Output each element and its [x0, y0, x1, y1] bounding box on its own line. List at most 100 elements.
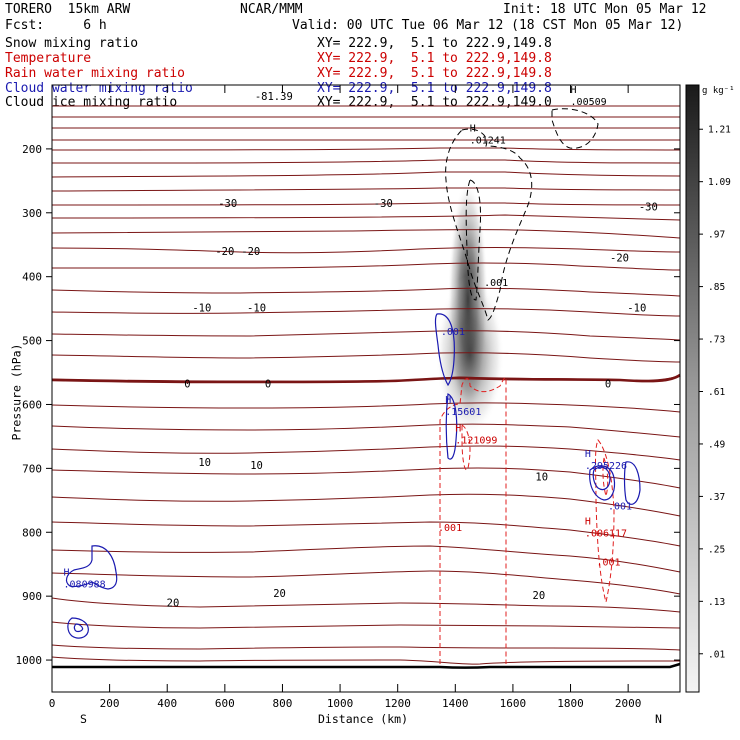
- isotherm-label: -30: [639, 201, 658, 213]
- isotherm-line: [51, 656, 681, 665]
- init-time: Init: 18 UTC Mon 05 Mar 12: [503, 2, 707, 17]
- field-xy-rain: XY= 222.9, 5.1 to 222.9,149.8: [317, 66, 552, 81]
- extrema-labels: H.01241H.00509.001.001H.15601H.295226.00…: [64, 85, 633, 590]
- colorbar-tick-label: 1.09: [708, 177, 731, 188]
- field-xy-snow: XY= 222.9, 5.1 to 222.9,149.8: [317, 36, 552, 51]
- plot-frame: [51, 84, 681, 693]
- x-tick-label: 1200: [384, 697, 411, 710]
- isotherm-label: 10: [198, 457, 211, 469]
- cloud-water-contour-g: [67, 617, 89, 639]
- isotherm-line: [51, 202, 681, 206]
- isotherm-label: 0: [605, 378, 611, 390]
- forecast-hour: Fcst: 6 h: [5, 18, 107, 33]
- cloud-water-contour-b: [445, 393, 458, 460]
- isotherm-label: -20: [610, 253, 629, 265]
- isotherm-line: [52, 262, 681, 271]
- model-title: TORERO 15km ARW: [5, 2, 131, 17]
- isotherm-label: 0: [265, 378, 271, 390]
- y-tick-label: 700: [22, 462, 42, 475]
- extremum-value: .00509: [571, 97, 607, 108]
- extremum-value: .001: [441, 327, 465, 338]
- y-tick-label: 400: [22, 271, 42, 284]
- isotherm-line: [51, 352, 681, 363]
- isotherm-line: [51, 147, 681, 151]
- temperature-contours: [51, 105, 681, 665]
- isotherm-line: [51, 187, 681, 192]
- cloud-water-contour-c: [589, 465, 616, 501]
- freezing-level-line: [51, 373, 681, 384]
- isotherm-label: 20: [273, 588, 286, 600]
- isotherm-line: [51, 621, 681, 629]
- extremum-value: .121099: [455, 436, 497, 447]
- isotherm-label: -30: [374, 198, 393, 210]
- colorbar-tick-label: .25: [708, 544, 725, 555]
- extremum-value: .080988: [64, 579, 106, 590]
- colorbar-tick-label: .97: [708, 230, 725, 241]
- isotherm-label: 0: [184, 378, 190, 390]
- cloud-water-contour-d: [592, 466, 611, 491]
- isotherm-label: 20: [167, 598, 180, 610]
- valid-time: Valid: 00 UTC Tue 06 Mar 12 (18 CST Mon …: [292, 18, 684, 33]
- x-tick-label: 1600: [500, 697, 527, 710]
- colorbar: [685, 84, 700, 693]
- extremum-marker: H: [571, 85, 577, 96]
- cloud-water-contour-e: [623, 461, 641, 505]
- isotherm-line: [51, 214, 681, 221]
- isotherm-line: [51, 467, 681, 489]
- colorbar-tick-label: 1.21: [708, 125, 731, 136]
- colorbar-units-label: g kg⁻¹: [702, 86, 735, 96]
- x-tick-label: 1400: [442, 697, 469, 710]
- cloud-ice-contour-inner: [465, 179, 481, 301]
- colorbar-tick-label: .49: [708, 439, 725, 450]
- x-tick-label: 600: [215, 697, 235, 710]
- extremum-value: .01241: [470, 135, 506, 146]
- x-tick-label: 400: [157, 697, 177, 710]
- isotherm-line: [51, 570, 681, 595]
- cloud-water-contour-f: [65, 545, 118, 590]
- y-tick-label: 900: [22, 590, 42, 603]
- extremum-value: .001: [438, 523, 462, 534]
- extremum-marker: H: [445, 395, 451, 406]
- center-name: NCAR/MMM: [240, 2, 303, 17]
- extremum-marker: H: [455, 424, 461, 435]
- isotherm-label: -81.39: [255, 91, 293, 103]
- x-tick-label: 1000: [327, 697, 354, 710]
- isotherm-line: [51, 330, 681, 341]
- isotherm-label: 20: [533, 590, 546, 602]
- field-name-rain: Rain water mixing ratio: [5, 66, 186, 81]
- colorbar-tick-label: .01: [708, 649, 725, 660]
- isotherm-line: [51, 247, 681, 254]
- isotherm-label: -10: [627, 302, 646, 314]
- colorbar-tick-label: .73: [708, 335, 725, 346]
- y-tick-label: 200: [22, 143, 42, 156]
- y-tick-label: 600: [22, 398, 42, 411]
- x-tick-label: 0: [49, 697, 56, 710]
- left-end-label: S: [80, 712, 87, 726]
- x-axis-label: Distance (km): [318, 712, 409, 726]
- x-tick-label: 2000: [615, 697, 642, 710]
- rain-contour-main: [439, 377, 507, 664]
- colorbar-tick-label: .13: [708, 597, 725, 608]
- rain-contour-small: [461, 424, 471, 471]
- extremum-value: .15601: [445, 407, 481, 418]
- isotherm-line: [51, 229, 681, 239]
- y-tick-label: 500: [22, 335, 42, 348]
- x-tick-label: 800: [273, 697, 293, 710]
- extremum-value: .006117: [585, 528, 627, 539]
- right-end-label: N: [655, 712, 662, 726]
- y-tick-label: 1000: [16, 654, 43, 667]
- isotherm-label: -10: [247, 302, 266, 314]
- isotherm-line: [51, 493, 681, 517]
- colorbar-tick-label: .85: [708, 282, 725, 293]
- extremum-value: .001: [596, 558, 620, 569]
- ground-line: [52, 662, 681, 669]
- extremum-marker: H: [585, 516, 591, 527]
- cloud-ice-contours: [445, 108, 599, 321]
- x-tick-label: 1800: [557, 697, 584, 710]
- colorbar-tick-label: .61: [708, 387, 725, 398]
- colorbar-tick-label: .37: [708, 492, 725, 503]
- temperature-labels: -81.39 -30 -30 -30 -20 -20 -20 -10 -10 -10 0 0 0 10 10…: [167, 91, 658, 610]
